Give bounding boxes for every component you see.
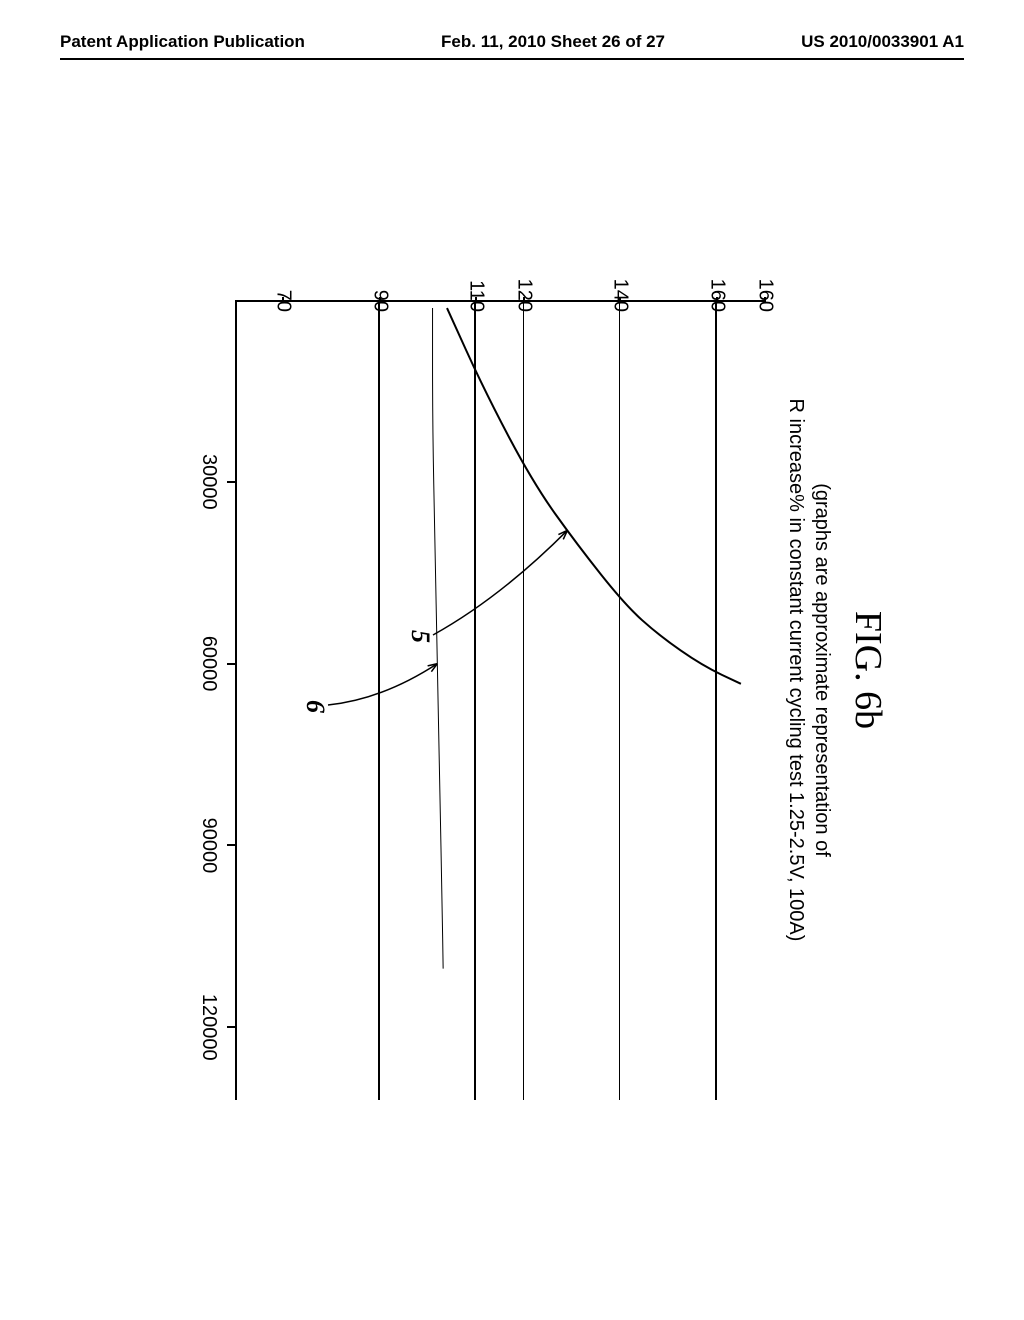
figure-area: FIG. 6b (graphs are approximate represen…: [130, 160, 900, 1180]
header-rule: [60, 58, 964, 60]
x-tick-mark: [227, 1026, 235, 1028]
subtitle-line-2: R increase% in constant current cycling …: [785, 399, 807, 942]
x-tick-mark: [227, 663, 235, 665]
x-tick-label: 60000: [197, 619, 220, 709]
figure-content: FIG. 6b (graphs are approximate represen…: [130, 160, 900, 1180]
figure-subtitle: (graphs are approximate representation o…: [783, 160, 835, 1180]
x-tick-label: 90000: [197, 800, 220, 890]
header-left: Patent Application Publication: [60, 32, 305, 52]
subtitle-line-1: (graphs are approximate representation o…: [811, 483, 833, 857]
page-header: Patent Application Publication Feb. 11, …: [0, 32, 1024, 52]
x-tick-mark: [227, 481, 235, 483]
header-right: US 2010/0033901 A1: [801, 32, 964, 52]
x-tick-mark: [227, 844, 235, 846]
figure-title: FIG. 6b: [846, 160, 890, 1180]
x-tick-label: 120000: [197, 982, 220, 1072]
header-center: Feb. 11, 2010 Sheet 26 of 27: [441, 32, 665, 52]
callout-line-6: [235, 300, 765, 1100]
x-tick-label: 30000: [197, 437, 220, 527]
